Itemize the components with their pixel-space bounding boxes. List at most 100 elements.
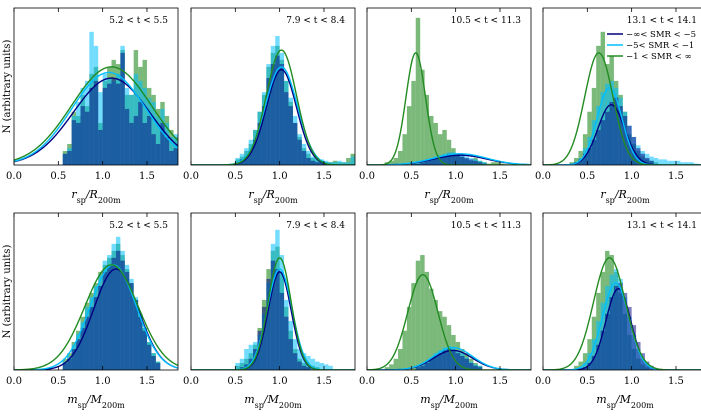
hist-bar (460, 156, 465, 165)
legend: −∞< SMR < −5−5< SMR < −1−1 < SMR < ∞ (607, 30, 696, 62)
hist-bar (389, 160, 394, 165)
x-tick-label: 0.0 (359, 171, 375, 182)
hist-bar (142, 330, 147, 370)
hist-bar (389, 364, 394, 370)
x-tick-label: 0.5 (227, 376, 243, 387)
hist-bar (275, 55, 280, 165)
x-tick-label: 1.5 (668, 376, 684, 387)
panel-1-0: 0.0 0.5 1.0 1.5 msp/M200m 5.2 < t < 5.5 N (arb… (2, 212, 179, 410)
hist-bar (618, 283, 623, 370)
hist-bar (473, 365, 478, 370)
hist-bar (587, 353, 592, 370)
hist-bar (468, 159, 474, 165)
hist-bar (393, 358, 399, 370)
x-tick-label: 1.5 (139, 376, 155, 387)
hist-bar (120, 52, 125, 165)
hist-bar (442, 316, 447, 370)
hist-bar (433, 355, 438, 370)
x-axis-label: msp/M200m (244, 393, 302, 410)
axes-frame (366, 7, 532, 166)
time-range-annotation: 13.1 < t < 14.1 (627, 221, 697, 231)
hist-bar (266, 78, 271, 165)
hist-bar (151, 355, 156, 370)
hist-bar (477, 162, 483, 165)
legend-entry: −5< SMR < −1 (626, 41, 694, 51)
x-tick-label: 0.0 (6, 171, 22, 182)
hist-bar (499, 163, 505, 165)
hist-bar (596, 344, 601, 370)
x-tick-label: 0.0 (6, 376, 22, 387)
hist-bar (279, 64, 285, 165)
hist-bar (133, 299, 139, 370)
hist-bar (89, 306, 94, 370)
panel-1-3: 0.0 0.5 1.0 1.5 msp/M200m 13.1 < t < 14.1 (535, 212, 701, 410)
fit-curve (14, 264, 178, 370)
hist-bar (464, 157, 469, 165)
hist-bar (609, 297, 614, 370)
legend-entry: −∞< SMR < −5 (626, 30, 696, 40)
hist-bar (111, 257, 116, 370)
hist-bar (315, 162, 320, 165)
hist-bar (239, 358, 245, 370)
hist-bar (605, 111, 610, 165)
x-tick-label: 0.5 (403, 171, 419, 182)
hist-bar (301, 150, 307, 165)
hist-bar (591, 139, 597, 165)
hist-bar (424, 94, 430, 165)
hist-bar (284, 92, 289, 165)
hist-bar (323, 364, 329, 370)
hist-bar (640, 153, 645, 165)
hist-bar (495, 162, 500, 165)
hist-bar (415, 163, 421, 165)
x-tick-label: 0.0 (183, 171, 199, 182)
axes-frame (542, 7, 701, 166)
panel-0-3: 0.0 0.5 1.0 1.5 rsp/R200m 13.1 < t < 14.1 −∞< … (535, 7, 701, 205)
x-tick-label: 1.5 (316, 376, 332, 387)
hist-bar (437, 134, 443, 165)
hist-bar (315, 361, 320, 370)
hist-bar (244, 156, 249, 165)
hist-bar (319, 362, 324, 370)
x-tick-label: 1.5 (668, 171, 684, 182)
hist-bar (622, 115, 628, 165)
hist-bar (315, 157, 320, 165)
hist-bar (133, 115, 139, 165)
hist-bar (155, 362, 161, 370)
hist-bar (600, 330, 606, 370)
x-tick-label: 1.5 (139, 171, 155, 182)
fit-curve (14, 71, 178, 163)
hist-bar (306, 157, 311, 165)
time-range-annotation: 10.5 < t < 11.3 (451, 16, 521, 26)
fit-curve (14, 77, 178, 163)
hist-bar (411, 162, 416, 165)
panel-0-2: 0.0 0.5 1.0 1.5 rsp/R200m 10.5 < t < 11.3 (359, 7, 532, 205)
hist-bar (649, 160, 654, 165)
hist-bar (155, 115, 161, 165)
hist-bar (102, 271, 108, 370)
hist-bar (591, 355, 597, 370)
hist-bar (596, 129, 601, 165)
x-axis-label: rsp/R200m (424, 188, 474, 205)
hist-bar (270, 260, 276, 370)
hist-bar (80, 106, 85, 165)
hist-bar (62, 362, 68, 370)
hist-bar (491, 162, 496, 165)
legend-entry: −1 < SMR < ∞ (626, 52, 692, 62)
hist-bar (337, 160, 342, 165)
hist-bar (429, 159, 434, 165)
hist-bar (151, 101, 156, 165)
x-tick-label: 1.0 (624, 171, 640, 182)
time-range-annotation: 10.5 < t < 11.3 (451, 221, 521, 231)
hist-bar (429, 115, 434, 165)
hist-bar (693, 163, 699, 165)
hist-bar (67, 358, 72, 370)
x-tick-label: 1.0 (95, 171, 111, 182)
hist-bar (424, 160, 430, 165)
fit-curve (14, 264, 178, 370)
hist-bar (582, 362, 588, 370)
hist-bar (292, 122, 298, 165)
hist-bar (433, 157, 438, 165)
time-range-annotation: 5.2 < t < 5.5 (109, 16, 168, 26)
x-tick-label: 1.0 (272, 171, 288, 182)
